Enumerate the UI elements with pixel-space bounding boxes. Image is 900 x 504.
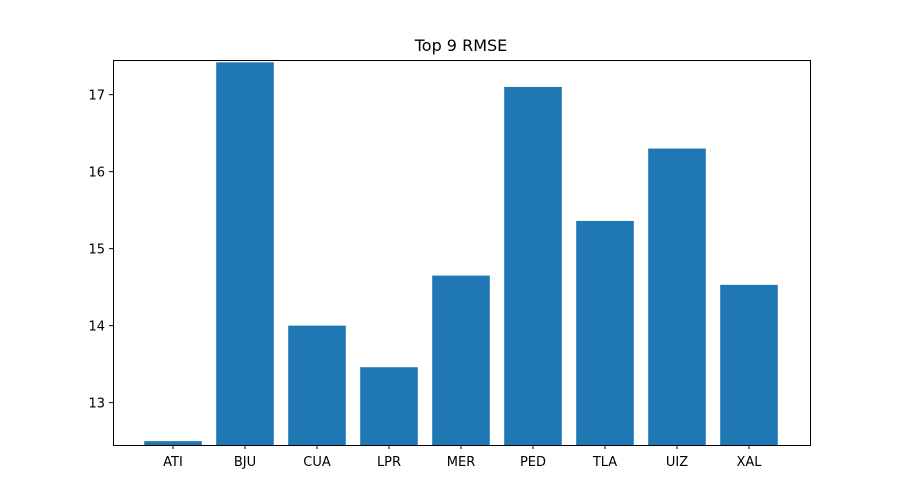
- y-tick-label: 14: [88, 320, 105, 335]
- x-tick-label: ATI: [163, 455, 183, 470]
- x-tick-label: XAL: [736, 455, 762, 470]
- x-tick-label: LPR: [377, 455, 401, 470]
- x-tick-label: PED: [520, 455, 546, 470]
- bar-mer: [432, 275, 490, 445]
- x-tick-label: CUA: [303, 455, 331, 470]
- x-tick-label: BJU: [234, 455, 256, 470]
- bar-ati: [144, 441, 202, 445]
- y-axis-ticks: 13 14 15 16 17: [88, 89, 113, 412]
- bar-bju: [216, 62, 274, 446]
- bar-uiz: [648, 148, 706, 446]
- y-tick-label: 15: [88, 243, 105, 258]
- chart-title: Top 9 RMSE: [414, 36, 508, 55]
- plot-frame: [113, 60, 811, 446]
- bar-tla: [576, 220, 634, 445]
- y-tick-label: 17: [88, 89, 105, 104]
- y-tick-label: 16: [88, 166, 105, 181]
- bar-cua: [288, 325, 346, 445]
- x-tick-label: MER: [447, 455, 475, 470]
- x-tick-label: TLA: [592, 455, 617, 470]
- bar-ped: [504, 86, 562, 445]
- x-axis-ticks: ATI BJU CUA LPR MER PED TLA UIZ XAL: [163, 445, 762, 470]
- bar-xal: [720, 284, 778, 445]
- x-tick-label: UIZ: [666, 455, 688, 470]
- bar-lpr: [360, 367, 418, 445]
- y-tick-label: 13: [88, 397, 105, 412]
- bars-group: [144, 62, 778, 446]
